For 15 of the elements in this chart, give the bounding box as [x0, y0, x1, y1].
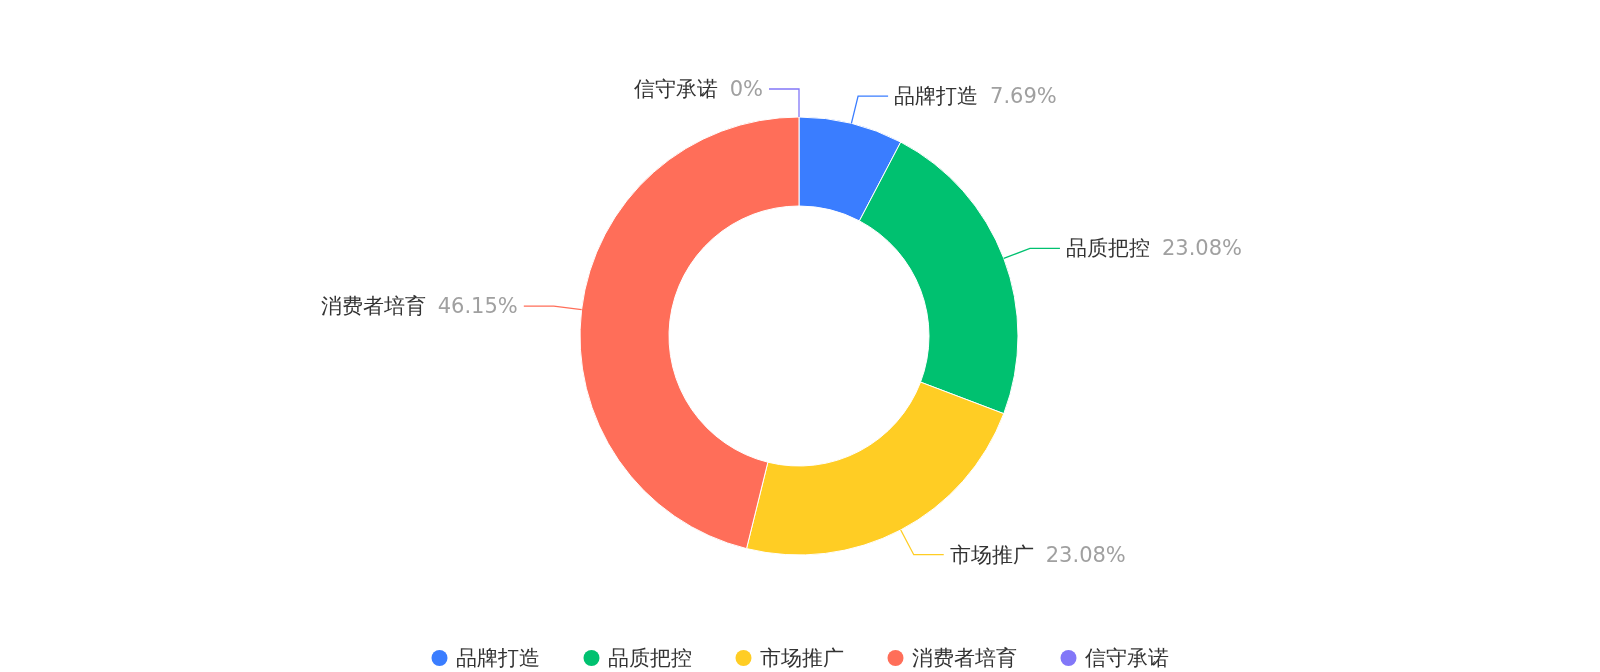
slice-label: 品质把控 [1065, 236, 1150, 261]
legend-label: 品牌打造 [455, 646, 540, 670]
legend-label: 市场推广 [759, 646, 844, 670]
data-label: 46.15% [437, 294, 518, 319]
data-label: 23.08% [1161, 236, 1243, 261]
category-label: 信守承诺 [633, 77, 718, 101]
legend-label: 消费者培育 [911, 646, 1017, 670]
text: 0% [729, 77, 763, 101]
data-label: 7.69% [990, 84, 1057, 109]
slice-label: 品牌打造 [894, 84, 979, 109]
legend-label: 信守承诺 [1084, 646, 1169, 670]
data-label: 23.08% [1045, 542, 1126, 567]
slice-label: 消费者培育 [320, 294, 426, 319]
legend-label: 品质把控 [607, 646, 692, 670]
slice-label: 市场推广 [949, 542, 1034, 567]
